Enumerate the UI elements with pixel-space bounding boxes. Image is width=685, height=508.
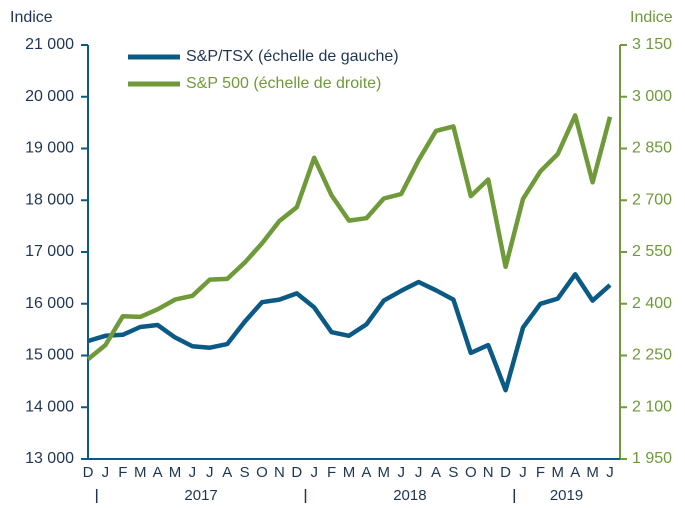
y2-tick-label: 2 250 [632, 347, 672, 364]
y-tick-label: 17 000 [25, 243, 74, 260]
y2-tick-label: 2 400 [632, 295, 672, 312]
y2-axis-label: Indice [630, 9, 673, 26]
x-tick-label: S [240, 464, 250, 481]
x-tick-label: A [153, 464, 163, 481]
y2-tick-label: 3 000 [632, 88, 672, 105]
x-tick-label: J [310, 464, 318, 481]
x-tick-label: O [465, 464, 477, 481]
x-tick-label: N [483, 464, 494, 481]
series-line [86, 113, 613, 362]
y2-tick-label: 2 700 [632, 191, 672, 208]
year-label: 2017 [184, 487, 217, 504]
y2-tick-label: 1 950 [632, 450, 672, 467]
legend-label: S&P/TSX (échelle de gauche) [186, 48, 399, 65]
y-tick-label: 21 000 [25, 36, 74, 53]
x-tick-label: M [343, 464, 356, 481]
x-tick-label: S [448, 464, 458, 481]
x-tick-label: O [256, 464, 268, 481]
x-tick-label: A [570, 464, 580, 481]
legend-label: S&P 500 (échelle de droite) [186, 75, 381, 92]
x-tick-label: F [327, 464, 336, 481]
x-tick-label: D [500, 464, 511, 481]
x-tick-label: D [83, 464, 94, 481]
x-tick-label: M [378, 464, 391, 481]
x-tick-label: N [274, 464, 285, 481]
x-tick-label: J [397, 464, 405, 481]
x-tick-label: M [586, 464, 599, 481]
y2-tick-label: 2 550 [632, 243, 672, 260]
y-axis-label: Indice [10, 9, 53, 26]
y2-tick-label: 2 850 [632, 140, 672, 157]
x-tick-label: F [536, 464, 545, 481]
series-line [87, 272, 612, 393]
x-tick-label: J [102, 464, 110, 481]
x-tick-label: M [134, 464, 147, 481]
x-tick-label: J [519, 464, 527, 481]
x-tick-label: A [431, 464, 441, 481]
x-tick-label: J [415, 464, 423, 481]
x-tick-label: D [291, 464, 302, 481]
x-tick-label: M [169, 464, 182, 481]
y-tick-label: 20 000 [25, 88, 74, 105]
y-tick-label: 14 000 [25, 398, 74, 415]
y2-tick-label: 3 150 [632, 36, 672, 53]
year-label: 2018 [393, 487, 426, 504]
y-tick-label: 15 000 [25, 347, 74, 364]
y-tick-label: 19 000 [25, 140, 74, 157]
x-tick-label: J [206, 464, 214, 481]
x-tick-label: M [552, 464, 565, 481]
y-tick-label: 18 000 [25, 191, 74, 208]
x-tick-label: F [118, 464, 127, 481]
year-label: 2019 [550, 487, 583, 504]
x-tick-label: A [222, 464, 232, 481]
x-tick-label: J [606, 464, 614, 481]
x-tick-label: A [361, 464, 371, 481]
y-tick-label: 13 000 [25, 450, 74, 467]
y2-tick-label: 2 100 [632, 398, 672, 415]
x-tick-label: J [189, 464, 197, 481]
y-tick-label: 16 000 [25, 295, 74, 312]
